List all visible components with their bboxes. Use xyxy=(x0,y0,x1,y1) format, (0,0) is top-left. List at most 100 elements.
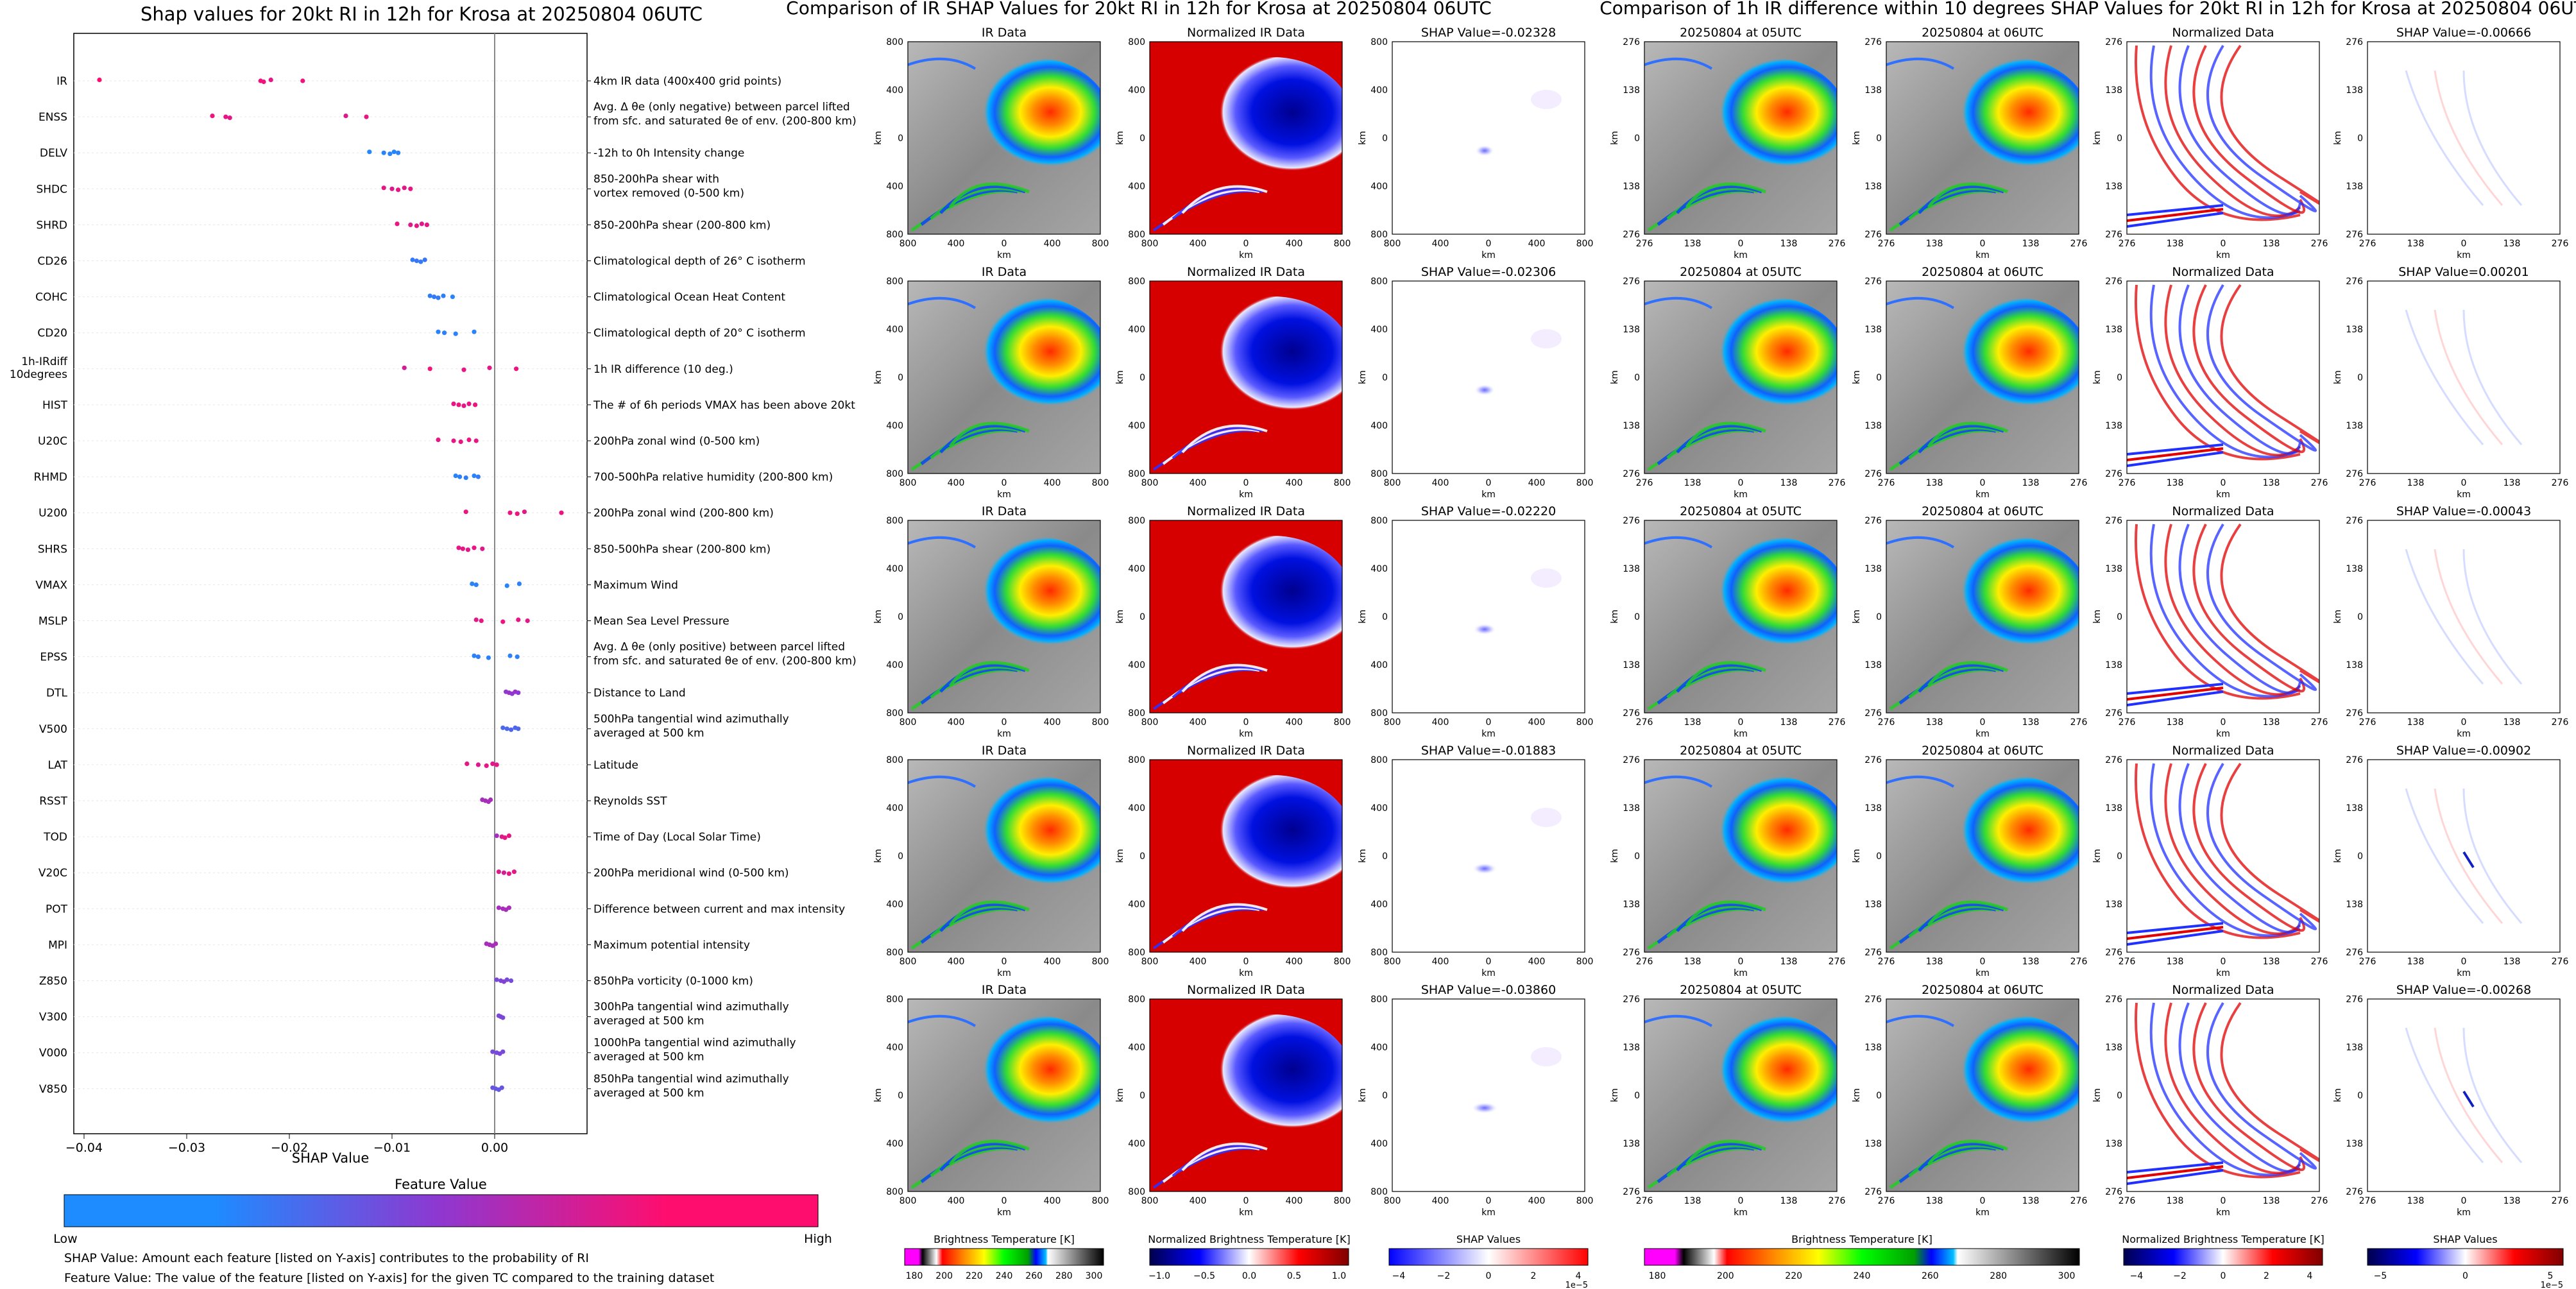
diff-shap-band xyxy=(2434,1027,2503,1163)
y-tick-label: 0 xyxy=(1139,612,1145,622)
shap-point xyxy=(436,437,441,443)
shap-point xyxy=(389,186,395,191)
feature-row-delv: DELV -12h to 0h Intensity change xyxy=(40,147,744,160)
y-tick-label: 800 xyxy=(1128,994,1145,1005)
storm-core xyxy=(950,536,1100,667)
feature-colorbar-title: Feature Value xyxy=(395,1177,487,1192)
x-tick-label: 276 xyxy=(2359,239,2376,249)
y-tick-label: 0 xyxy=(2117,373,2122,383)
y-tick-label: 138 xyxy=(1623,803,1640,814)
feature-description: Climatological depth of 20° C isotherm xyxy=(593,327,806,340)
y-tick-label: 800 xyxy=(1128,708,1145,719)
diff-shap-band xyxy=(2434,788,2503,924)
image-frame xyxy=(2126,520,2320,713)
x-tick-label: 0 xyxy=(2461,717,2467,728)
y-tick-label: 400 xyxy=(1128,182,1145,192)
shap-point xyxy=(427,366,432,371)
y-tick-label: 800 xyxy=(1370,516,1388,526)
shap-point xyxy=(388,151,393,157)
x-tick-label: −0.03 xyxy=(168,1141,205,1155)
feature-label: MPI xyxy=(48,939,67,952)
x-tick-label: 800 xyxy=(1092,1196,1109,1206)
cloud-streak xyxy=(908,536,977,549)
rainband xyxy=(1676,903,1762,932)
cloud-streak xyxy=(1886,57,1955,70)
shap-point xyxy=(522,509,527,515)
y-tick-label: 0 xyxy=(1634,133,1640,144)
y-axis-label: km xyxy=(1115,131,1125,145)
feature-label: ENSS xyxy=(38,111,67,124)
x-tick-label: 276 xyxy=(2552,478,2569,488)
y-tick-label: 800 xyxy=(1128,277,1145,287)
x-axis-label: km xyxy=(1239,729,1253,739)
rainband xyxy=(939,185,1026,214)
feature-description: 850-500hPa shear (200-800 km) xyxy=(593,543,771,556)
feature-row-mslp: MSLP Mean Sea Level Pressure xyxy=(38,615,729,628)
x-tick-label: 800 xyxy=(1141,239,1159,249)
subplot-title: IR Data xyxy=(982,504,1027,518)
diff-band xyxy=(2164,45,2301,218)
storm-core xyxy=(1687,296,1837,427)
storm-core xyxy=(1687,775,1837,906)
shap-summary-panel: Shap values for 20kt RI in 12h for Krosa… xyxy=(10,3,857,1285)
feature-label: DELV xyxy=(40,147,67,160)
x-tick-label: 138 xyxy=(2407,957,2425,967)
feature-description: Distance to Land xyxy=(593,687,686,700)
diff-band xyxy=(2127,204,2224,216)
feature-label: HIST xyxy=(42,399,68,412)
shap-point xyxy=(494,977,499,982)
feature-row-lat: LAT Latitude xyxy=(47,759,638,772)
y-tick-label: 138 xyxy=(2346,325,2363,335)
y-tick-label: 138 xyxy=(2346,421,2363,431)
shap-point xyxy=(408,186,413,191)
subplot-title: IR Data xyxy=(982,983,1027,997)
y-axis-label: km xyxy=(1852,131,1862,145)
shap-point xyxy=(516,581,522,586)
x-tick-label: 0 xyxy=(1243,478,1249,488)
shap-point xyxy=(456,545,461,551)
ir-row-5: IR Data80080040040000400400800800kmkmNor… xyxy=(873,983,1593,1218)
image-frame xyxy=(1149,998,1343,1192)
shap-point xyxy=(453,331,458,336)
y-axis-label: km xyxy=(873,610,883,624)
x-tick-label: 138 xyxy=(2022,717,2040,728)
shap-point xyxy=(473,617,479,622)
feature-row-rsst: RSST Reynolds SST xyxy=(39,795,667,808)
x-tick-label: 400 xyxy=(948,717,965,728)
shap-point xyxy=(367,149,372,155)
subplot-title: Normalized IR Data xyxy=(1187,265,1305,279)
diff-band xyxy=(2206,284,2317,452)
diff-band xyxy=(2206,1002,2317,1170)
feature-description: Mean Sea Level Pressure xyxy=(593,615,729,628)
x-tick-label: 800 xyxy=(1384,957,1401,967)
x-tick-label: 0 xyxy=(1980,239,1986,249)
x-tick-label: 138 xyxy=(2022,478,2040,488)
x-tick-label: 138 xyxy=(1684,717,1702,728)
shap-point xyxy=(502,835,508,841)
x-tick-label: 0 xyxy=(1738,478,1744,488)
shap-point xyxy=(466,401,472,407)
feature-description: 200hPa zonal wind (200-800 km) xyxy=(593,507,774,520)
rainband xyxy=(1676,185,1762,214)
feature-label: CD26 xyxy=(37,255,67,268)
cloud-streak xyxy=(1644,296,1713,309)
colorbar-tick: 300 xyxy=(1086,1271,1103,1281)
x-tick-label: 400 xyxy=(948,478,965,488)
x-tick-label: 400 xyxy=(1286,717,1303,728)
y-axis-label: km xyxy=(2092,370,2103,384)
subplot-title: Normalized IR Data xyxy=(1187,504,1305,518)
x-tick-label: 400 xyxy=(1286,478,1303,488)
x-tick-label: 138 xyxy=(1684,957,1702,967)
y-tick-label: 138 xyxy=(2105,182,2122,192)
shap-point xyxy=(300,78,305,83)
x-tick-label: 400 xyxy=(1044,239,1061,249)
shap-point xyxy=(509,978,514,984)
x-tick-label: 138 xyxy=(2263,239,2280,249)
colorbar-tick: 0.0 xyxy=(1242,1271,1256,1281)
shap-blob xyxy=(1460,856,1510,879)
image-frame xyxy=(1392,759,1585,953)
feature-row-enss: ENSS Avg. Δ θe (only negative) between pa… xyxy=(38,101,857,128)
y-tick-label: 800 xyxy=(1370,230,1388,240)
